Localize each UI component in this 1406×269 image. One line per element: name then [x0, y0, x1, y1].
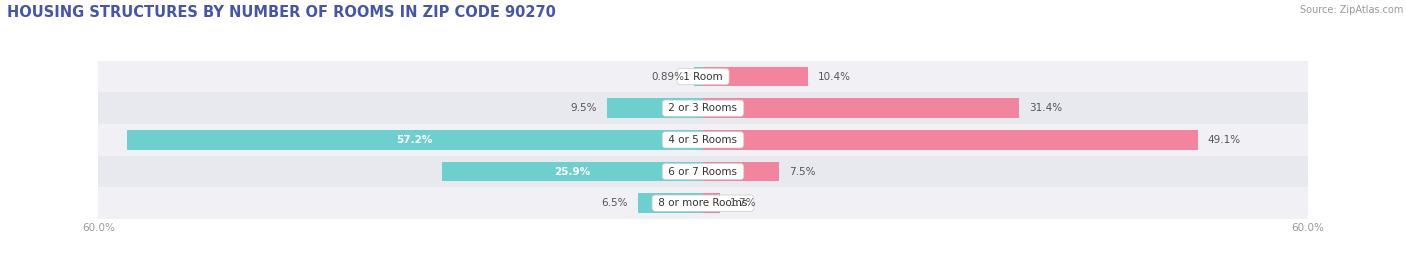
Text: 10.4%: 10.4% [818, 72, 851, 82]
Bar [98, 156, 1308, 187]
Text: 6 or 7 Rooms: 6 or 7 Rooms [665, 167, 741, 176]
Bar [98, 61, 1308, 93]
Bar [98, 124, 1308, 156]
Text: 2 or 3 Rooms: 2 or 3 Rooms [665, 103, 741, 113]
Bar [98, 93, 1308, 124]
Bar [441, 162, 703, 181]
Bar [703, 98, 1019, 118]
Text: 9.5%: 9.5% [571, 103, 598, 113]
Text: 31.4%: 31.4% [1029, 103, 1063, 113]
Text: 57.2%: 57.2% [396, 135, 433, 145]
Bar [703, 162, 779, 181]
Text: HOUSING STRUCTURES BY NUMBER OF ROOMS IN ZIP CODE 90270: HOUSING STRUCTURES BY NUMBER OF ROOMS IN… [7, 5, 555, 20]
Bar [637, 193, 703, 213]
Text: 1.7%: 1.7% [730, 198, 756, 208]
Bar [703, 130, 1198, 150]
Bar [127, 130, 703, 150]
Text: 0.89%: 0.89% [651, 72, 683, 82]
Text: Source: ZipAtlas.com: Source: ZipAtlas.com [1299, 5, 1403, 15]
Bar [703, 67, 808, 86]
Text: 4 or 5 Rooms: 4 or 5 Rooms [665, 135, 741, 145]
Text: 1 Room: 1 Room [681, 72, 725, 82]
Bar [703, 193, 720, 213]
Bar [98, 187, 1308, 219]
Text: 6.5%: 6.5% [600, 198, 627, 208]
Text: 8 or more Rooms: 8 or more Rooms [655, 198, 751, 208]
Bar [607, 98, 703, 118]
Text: 7.5%: 7.5% [789, 167, 815, 176]
Text: 49.1%: 49.1% [1208, 135, 1241, 145]
Text: 25.9%: 25.9% [554, 167, 591, 176]
Bar [695, 67, 703, 86]
